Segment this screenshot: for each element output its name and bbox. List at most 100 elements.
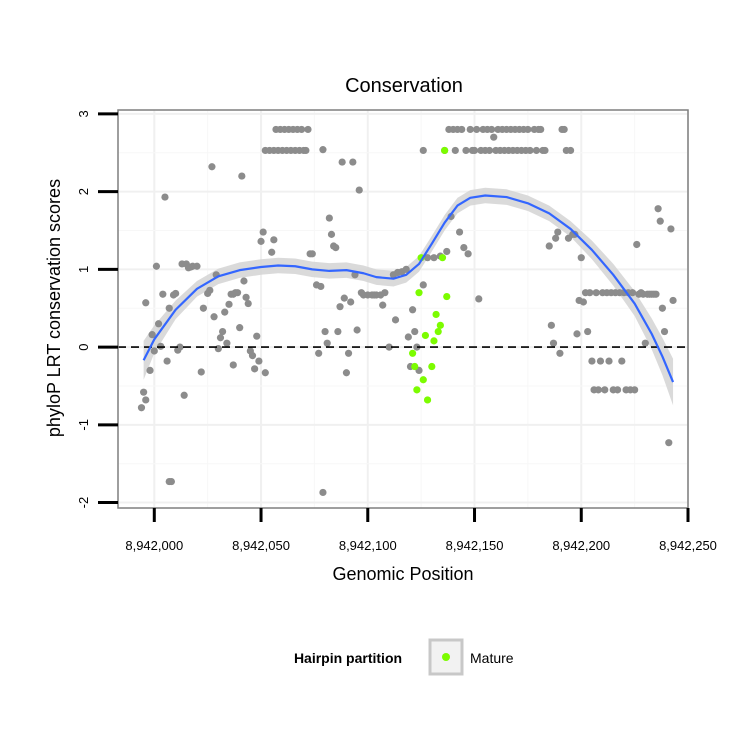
data-point [379,301,387,309]
data-point [594,386,602,394]
data-point [167,477,175,486]
data-point [413,343,421,351]
data-point [613,386,622,394]
data-point [315,349,323,357]
data-point [470,146,479,155]
data-point [402,265,410,273]
data-point [344,349,353,357]
data-point [409,306,417,314]
data-point [473,125,481,134]
data-point [541,146,549,155]
data-point [340,294,348,302]
data-point [547,321,555,329]
data-point [633,240,641,249]
y-tick-label: 3 [76,110,91,117]
data-point [628,289,637,297]
smooth-line [142,194,675,383]
data-point [268,248,276,256]
data-point [317,282,325,291]
data-point [654,205,662,213]
data-point [308,250,316,258]
data-point [577,254,585,262]
x-tick-label: 8,942,000 [125,538,183,553]
x-tick-label: 8,942,200 [552,538,610,553]
data-point [150,347,158,355]
data-point [342,369,351,377]
data-point [248,352,257,360]
panel-border [117,109,689,509]
data-point [229,361,237,369]
data-point [573,330,581,338]
data-point [172,289,180,298]
data-point [455,228,464,236]
data-point [385,343,393,351]
axes-layer: 8,942,000 8,942,050 8,942,100 8,942,150 8,94… [76,109,717,553]
data-point [458,125,466,134]
data-point [319,146,327,154]
data-point [532,146,541,155]
data-point [223,339,231,347]
data-point [353,326,361,334]
data-point [584,327,592,336]
data-point [210,313,218,321]
data-point [302,146,310,155]
data-point [137,404,146,412]
data-point [592,289,600,297]
data-point [236,324,244,332]
mature-point [421,331,430,340]
data-point [197,368,205,376]
mature-point [419,376,427,384]
data-point [554,228,562,236]
data-point [163,357,171,365]
mature-point [438,254,447,262]
data-point [579,298,587,306]
data-point [327,230,336,238]
y-tick-label: -1 [76,419,91,431]
data-point [219,327,227,336]
data-point [618,357,626,365]
y-tick-label: 0 [76,343,91,350]
data-point [142,396,150,404]
legend: Hairpin partition Mature [294,638,514,676]
data-point [641,339,649,347]
data-point [355,186,363,194]
data-point [485,146,494,155]
data-point [221,308,229,316]
data-point [566,146,575,155]
data-point [660,327,669,336]
data-point [148,331,156,339]
data-point [242,293,250,301]
data-point [667,225,675,233]
data-point [586,289,594,297]
data-point [423,254,432,262]
data-point [336,303,344,311]
data-point [656,217,664,225]
data-point [154,320,163,328]
data-point [206,286,214,294]
data-point [159,290,167,298]
data-point [325,214,333,222]
data-point [244,299,252,308]
data-point [319,488,327,497]
data-point [238,172,246,180]
data-point [462,146,470,155]
mature-point [432,310,440,319]
data-point [261,369,269,377]
data-point [334,327,342,336]
points-layer [118,125,688,497]
data-point [257,237,265,245]
data-point [165,304,173,312]
data-point [304,125,312,134]
mature-point [409,349,417,357]
data-point [556,349,564,357]
data-point [596,357,605,365]
data-point [588,357,596,365]
data-point [652,290,660,298]
y-tick-label: 1 [76,266,91,273]
data-point [323,339,331,347]
data-point [321,327,329,336]
mature-point [436,321,444,329]
data-point [419,281,427,289]
mature-point [415,289,423,297]
data-point [537,125,545,134]
